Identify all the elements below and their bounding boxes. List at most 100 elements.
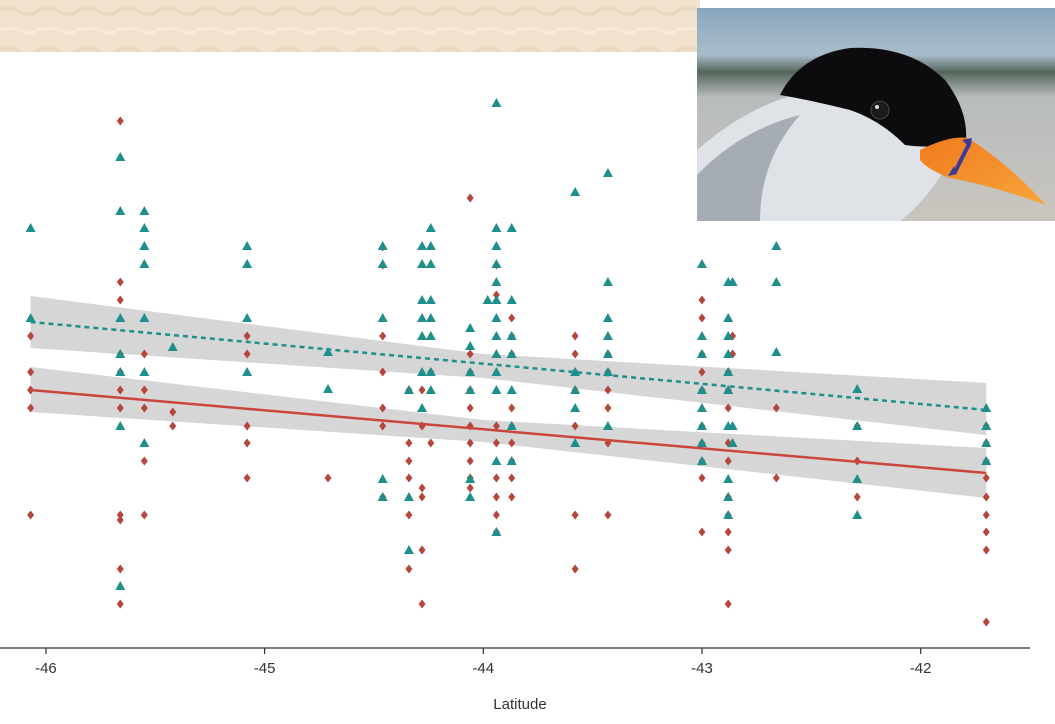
point [116,510,124,520]
point [508,473,516,483]
point [571,331,579,341]
point [724,527,732,537]
x-tick-label: -42 [910,660,932,677]
point [982,510,990,520]
point [417,403,428,412]
point [417,259,428,268]
point [405,510,413,520]
point [570,187,581,196]
point [425,259,436,268]
point [696,421,707,430]
point [466,438,474,448]
point [242,259,253,268]
point [139,206,150,215]
point [852,421,863,430]
point [140,403,148,413]
point [169,421,177,431]
point [696,456,707,465]
point [115,206,126,215]
fit-line [30,320,987,412]
point [405,564,413,574]
point [981,456,992,465]
point [115,152,126,161]
point [727,438,738,447]
point [115,581,126,590]
point [982,527,990,537]
point [491,313,502,322]
point [425,241,436,250]
point [418,599,426,609]
point [417,313,428,322]
point [465,385,476,394]
point [465,492,476,501]
point [418,545,426,555]
point [771,241,782,250]
point [852,384,863,393]
point [379,403,387,413]
point [482,295,493,304]
point [116,403,124,413]
point [492,510,500,520]
point [602,313,613,322]
point [465,341,476,350]
point [116,116,124,126]
x-tick-label: -46 [35,660,57,677]
point [570,385,581,394]
point [242,313,253,322]
point [140,385,148,395]
point [115,367,126,376]
point [724,456,732,466]
point [139,259,150,268]
point [417,241,428,250]
fit-line [30,388,987,475]
point [425,295,436,304]
point [571,510,579,520]
point [698,527,706,537]
point [425,385,436,394]
point [491,349,502,358]
point [696,259,707,268]
point [116,599,124,609]
point [506,421,517,430]
point [27,403,35,413]
point [379,367,387,377]
point [771,277,782,286]
point [116,277,124,287]
point [506,385,517,394]
point [602,277,613,286]
point [323,384,334,393]
point [116,295,124,305]
point [981,421,992,430]
point [602,421,613,430]
point [491,223,502,232]
point [167,342,178,351]
point [169,407,177,417]
point [139,367,150,376]
point [727,421,738,430]
point [379,421,387,431]
point [982,492,990,502]
x-axis-title: Latitude [493,696,546,713]
point [425,331,436,340]
point [405,438,413,448]
point [139,438,150,447]
point [696,349,707,358]
point [492,421,500,431]
point [772,403,780,413]
point [571,564,579,574]
point [425,223,436,232]
point [604,510,612,520]
point [491,241,502,250]
point [491,456,502,465]
point [243,438,251,448]
point [696,403,707,412]
point [723,349,734,358]
point [466,349,474,359]
point [698,367,706,377]
point [771,347,782,356]
point [698,313,706,323]
point [491,295,502,304]
point [491,385,502,394]
